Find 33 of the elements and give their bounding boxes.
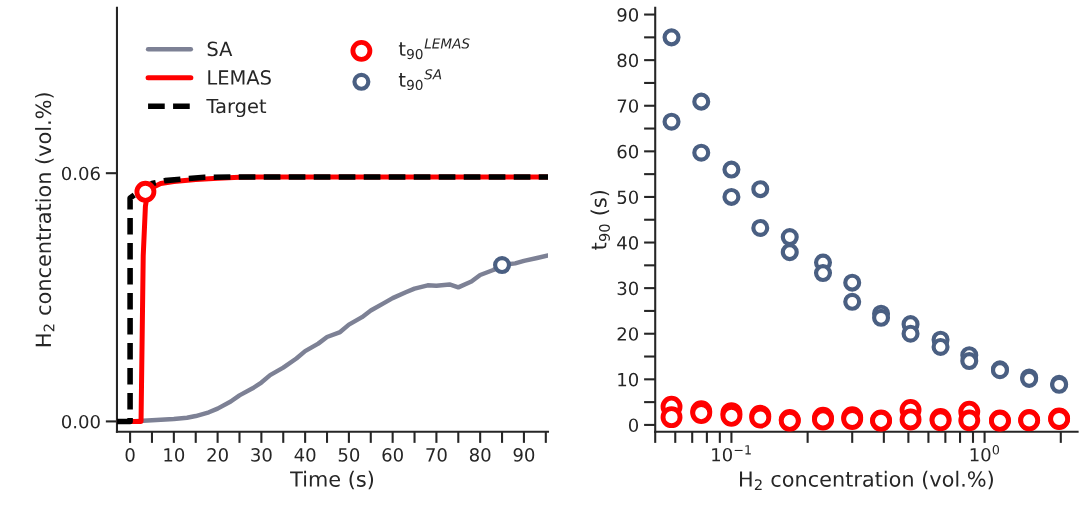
y-tick-label: 10 (618, 372, 639, 387)
y-tick-label: 0.00 (61, 414, 100, 429)
x-tick-label: 80 (469, 448, 491, 462)
x-tick-label: 40 (294, 448, 316, 462)
y-axis-title: H$_{2}$ concentration (vol.%) (35, 93, 55, 347)
x-axis-title: Time (s) (290, 470, 374, 490)
y-tick-label: 70 (617, 99, 639, 113)
y-axis-title: t$_{90}$ (s) (590, 190, 610, 250)
x-tick-label: 90 (513, 448, 535, 462)
legend-label: t$_{90}$$^{LEMAS}$ (398, 38, 470, 60)
x-tick-label: 70 (426, 448, 447, 462)
y-tick-label: 0.06 (61, 166, 100, 181)
y-tick-label: 60 (617, 144, 639, 159)
y-tick-label: 40 (617, 235, 639, 250)
x-tick-label: 10 (164, 448, 185, 462)
legend-label: Target (206, 98, 267, 118)
y-tick-label: 90 (617, 8, 639, 22)
y-tick-label: 20 (617, 327, 639, 341)
y-tick-label: 50 (617, 190, 639, 205)
y-tick-label: 30 (617, 281, 639, 296)
legend-label: SA (207, 41, 233, 57)
x-axis-title: H$_{2}$ concentration (vol.%) (740, 470, 993, 491)
x-tick-label: 10$^{0}$ (970, 445, 1000, 462)
x-tick-label: 30 (251, 448, 272, 462)
x-tick-label: 50 (338, 448, 360, 462)
x-tick-label: 20 (207, 448, 228, 462)
x-tick-label: 10$^{−1}$ (712, 445, 751, 462)
y-tick-label: 80 (617, 53, 639, 68)
y-tick-label: 0 (628, 418, 639, 433)
legend-label: t$_{90}$$^{SA}$ (398, 69, 442, 91)
legend-label: LEMAS (208, 70, 271, 85)
x-tick-label: 60 (382, 448, 403, 462)
x-tick-label: 0 (125, 448, 135, 462)
